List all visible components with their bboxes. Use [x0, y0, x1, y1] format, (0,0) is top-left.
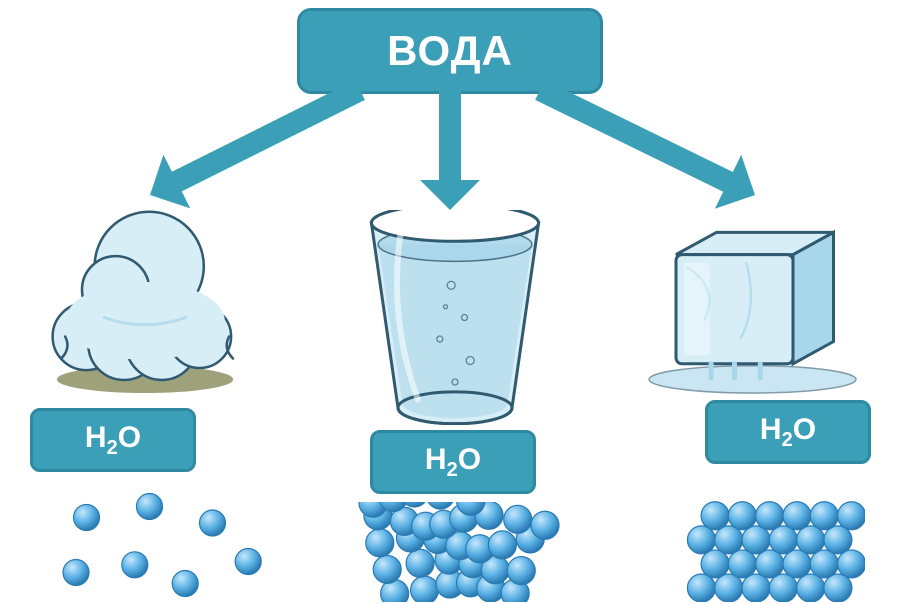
formula-box-solid: H2O	[705, 400, 871, 464]
formula-text-gas: H2O	[85, 421, 141, 460]
title-text: ВОДА	[387, 27, 513, 75]
arrow-right	[535, 80, 755, 209]
arrow-center	[420, 90, 480, 210]
molecules-gas	[55, 490, 265, 600]
formula-box-gas: H2O	[30, 408, 196, 472]
ice-cube-illustration	[640, 200, 865, 395]
formula-box-liquid: H2O	[370, 430, 536, 494]
formula-text-liquid: H2O	[425, 443, 481, 482]
molecules-solid	[660, 490, 865, 602]
arrow-left	[150, 80, 365, 208]
title-box: ВОДА	[297, 8, 603, 94]
water-glass-illustration	[360, 210, 550, 425]
vapor-cloud-illustration	[40, 200, 250, 395]
formula-text-solid: H2O	[760, 413, 816, 452]
molecules-liquid	[355, 502, 560, 602]
